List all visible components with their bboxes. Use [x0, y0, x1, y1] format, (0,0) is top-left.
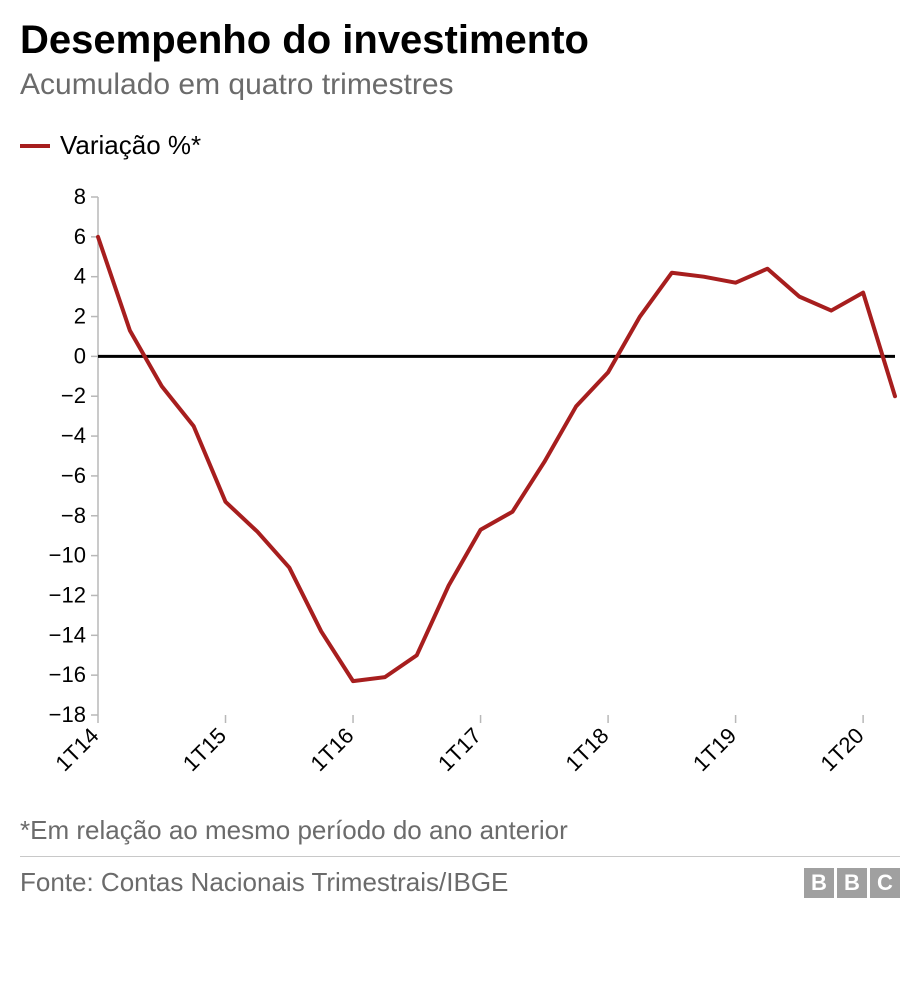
legend-swatch	[20, 144, 50, 148]
source-text: Fonte: Contas Nacionais Trimestrais/IBGE	[20, 867, 508, 898]
svg-text:−6: −6	[61, 463, 86, 488]
svg-text:−16: −16	[49, 662, 86, 687]
svg-text:−10: −10	[49, 543, 86, 568]
bbc-logo-box: B	[804, 868, 834, 898]
bbc-logo-box: C	[870, 868, 900, 898]
svg-text:1T18: 1T18	[560, 723, 613, 776]
legend-label: Variação %*	[60, 130, 201, 161]
chart-footer: Fonte: Contas Nacionais Trimestrais/IBGE…	[20, 856, 900, 898]
svg-text:0: 0	[74, 343, 86, 368]
svg-text:−4: −4	[61, 423, 86, 448]
svg-text:1T14: 1T14	[50, 723, 103, 776]
svg-text:1T17: 1T17	[433, 723, 486, 776]
svg-text:1T16: 1T16	[305, 723, 358, 776]
svg-text:1T20: 1T20	[816, 723, 869, 776]
svg-text:−14: −14	[49, 622, 86, 647]
svg-text:−12: −12	[49, 582, 86, 607]
svg-text:6: 6	[74, 224, 86, 249]
svg-text:−8: −8	[61, 503, 86, 528]
bbc-logo: BBC	[804, 868, 900, 898]
line-chart: 8 6 4 2 0 −2 −4 −6 −8 −10 −12 −14 −16 −181T14 1T15 1T16…	[20, 185, 900, 805]
svg-text:−2: −2	[61, 383, 86, 408]
legend: Variação %*	[20, 130, 900, 161]
svg-text:1T15: 1T15	[178, 723, 231, 776]
chart-footnote: *Em relação ao mesmo período do ano ante…	[20, 815, 900, 846]
chart-subtitle: Acumulado em quatro trimestres	[20, 68, 900, 102]
bbc-logo-box: B	[837, 868, 867, 898]
chart-svg: 8 6 4 2 0 −2 −4 −6 −8 −10 −12 −14 −16 −181T14 1T15 1T16…	[20, 185, 900, 805]
svg-text:8: 8	[74, 185, 86, 209]
svg-text:4: 4	[74, 264, 86, 289]
svg-text:−18: −18	[49, 702, 86, 727]
svg-text:2: 2	[74, 304, 86, 329]
chart-title: Desempenho do investimento	[20, 18, 900, 62]
svg-text:1T19: 1T19	[688, 723, 741, 776]
